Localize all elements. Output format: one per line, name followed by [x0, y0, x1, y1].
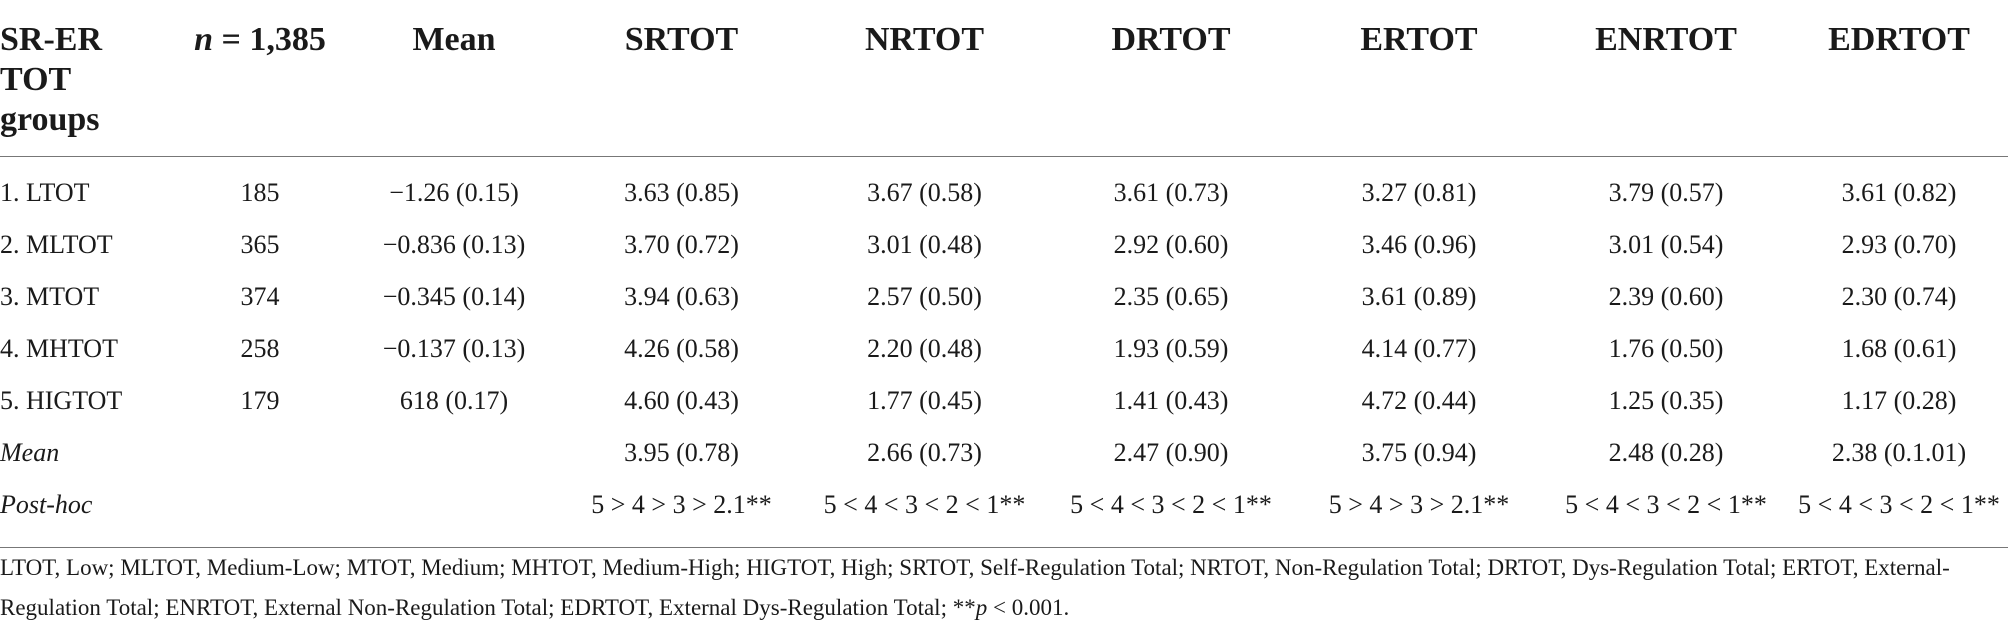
cell-drtot: 2.92 (0.60)	[1113, 230, 1229, 259]
table-row: 2. MLTOT 365 −0.836 (0.13) 3.70 (0.72) 3…	[0, 219, 2008, 271]
header-srtot: SRTOT	[624, 21, 739, 58]
posthoc-row-ertot: 5 > 4 > 3 > 2.1**	[1328, 490, 1510, 519]
cell-nrtot: 3.67 (0.58)	[867, 178, 982, 207]
header-nrtot: NRTOT	[864, 21, 985, 58]
mean-row-n-empty	[172, 427, 348, 479]
cell-mean: 618 (0.17)	[399, 386, 509, 415]
cell-drtot: 1.41 (0.43)	[1113, 386, 1229, 415]
cell-mean: −1.26 (0.15)	[389, 178, 519, 207]
cell-enrtot: 2.39 (0.60)	[1608, 282, 1724, 311]
footnote-text: LTOT, Low; MLTOT, Medium-Low; MTOT, Medi…	[0, 555, 1950, 620]
table-row: 1. LTOT 185 −1.26 (0.15) 3.63 (0.85) 3.6…	[0, 157, 2008, 220]
cell-enrtot: 1.76 (0.50)	[1608, 334, 1724, 363]
cell-group: 1. LTOT	[0, 178, 90, 207]
mean-row-enrtot: 2.48 (0.28)	[1608, 438, 1724, 467]
cell-edrtot: 1.17 (0.28)	[1841, 386, 1957, 415]
posthoc-row-edrtot: 5 < 4 < 3 < 2 < 1**	[1798, 490, 2000, 519]
cell-nrtot: 1.77 (0.45)	[867, 386, 982, 415]
cell-n: 179	[240, 386, 280, 415]
header-drtot: DRTOT	[1111, 21, 1231, 58]
cell-group: 4. MHTOT	[0, 334, 118, 363]
cell-enrtot: 3.01 (0.54)	[1608, 230, 1724, 259]
posthoc-row-enrtot: 5 < 4 < 3 < 2 < 1**	[1565, 490, 1767, 519]
header-n: n = 1,385	[194, 21, 326, 58]
cell-mean: −0.836 (0.13)	[382, 230, 526, 259]
cell-drtot: 2.35 (0.65)	[1113, 282, 1229, 311]
posthoc-row-label: Post-hoc	[0, 490, 93, 519]
header-enrtot: ENRTOT	[1595, 21, 1737, 58]
header-mean: Mean	[412, 21, 496, 58]
mean-row-edrtot: 2.38 (0.1.01)	[1831, 438, 1967, 467]
cell-srtot: 3.63 (0.85)	[624, 178, 739, 207]
cell-mean: −0.345 (0.14)	[382, 282, 526, 311]
posthoc-row-srtot: 5 > 4 > 3 > 2.1**	[591, 490, 772, 519]
cell-ertot: 3.61 (0.89)	[1361, 282, 1477, 311]
footnote-p-symbol: p	[975, 595, 988, 620]
posthoc-row-n-empty	[172, 479, 348, 548]
cell-edrtot: 2.93 (0.70)	[1841, 230, 1957, 259]
mean-row-nrtot: 2.66 (0.73)	[867, 438, 982, 467]
cell-group: 2. MLTOT	[0, 230, 113, 259]
mean-row-label: Mean	[0, 438, 60, 467]
cell-edrtot: 1.68 (0.61)	[1841, 334, 1957, 363]
posthoc-row: Post-hoc 5 > 4 > 3 > 2.1** 5 < 4 < 3 < 2…	[0, 479, 2008, 548]
table-row: 3. MTOT 374 −0.345 (0.14) 3.94 (0.63) 2.…	[0, 271, 2008, 323]
cell-ertot: 4.14 (0.77)	[1361, 334, 1477, 363]
header-group: SR-ER TOT groups	[0, 21, 103, 138]
cell-srtot: 4.60 (0.43)	[624, 386, 739, 415]
header-edrtot: EDRTOT	[1828, 21, 1970, 58]
cell-n: 258	[240, 334, 280, 363]
cell-drtot: 3.61 (0.73)	[1113, 178, 1229, 207]
posthoc-row-drtot: 5 < 4 < 3 < 2 < 1**	[1070, 490, 1272, 519]
cell-n: 185	[240, 178, 280, 207]
cell-ertot: 3.46 (0.96)	[1361, 230, 1477, 259]
mean-row-mean-empty	[348, 427, 560, 479]
cell-enrtot: 1.25 (0.35)	[1608, 386, 1724, 415]
mean-row-ertot: 3.75 (0.94)	[1361, 438, 1477, 467]
table-row: 4. MHTOT 258 −0.137 (0.13) 4.26 (0.58) 2…	[0, 323, 2008, 375]
cell-nrtot: 3.01 (0.48)	[867, 230, 982, 259]
cell-ertot: 4.72 (0.44)	[1361, 386, 1477, 415]
cell-srtot: 3.70 (0.72)	[624, 230, 739, 259]
footnote-p-value: < 0.001.	[987, 595, 1070, 620]
cell-group: 3. MTOT	[0, 282, 100, 311]
cell-enrtot: 3.79 (0.57)	[1608, 178, 1724, 207]
cell-nrtot: 2.57 (0.50)	[867, 282, 982, 311]
cell-n: 374	[240, 282, 280, 311]
header-row: SR-ER TOT groups n = 1,385 Mean SRTOT NR…	[0, 0, 2008, 157]
cell-n: 365	[240, 230, 280, 259]
cell-drtot: 1.93 (0.59)	[1113, 334, 1229, 363]
header-ertot: ERTOT	[1360, 21, 1478, 58]
table-footnote: LTOT, Low; MLTOT, Medium-Low; MTOT, Medi…	[0, 548, 2000, 628]
cell-srtot: 4.26 (0.58)	[624, 334, 739, 363]
cell-srtot: 3.94 (0.63)	[624, 282, 739, 311]
results-table: SR-ER TOT groups n = 1,385 Mean SRTOT NR…	[0, 0, 2008, 548]
mean-row: Mean 3.95 (0.78) 2.66 (0.73) 2.47 (0.90)…	[0, 427, 2008, 479]
cell-ertot: 3.27 (0.81)	[1361, 178, 1477, 207]
cell-nrtot: 2.20 (0.48)	[867, 334, 982, 363]
mean-row-srtot: 3.95 (0.78)	[624, 438, 739, 467]
posthoc-row-mean-empty	[348, 479, 560, 548]
mean-row-drtot: 2.47 (0.90)	[1113, 438, 1229, 467]
cell-edrtot: 3.61 (0.82)	[1841, 178, 1957, 207]
posthoc-row-nrtot: 5 < 4 < 3 < 2 < 1**	[823, 490, 1026, 519]
cell-mean: −0.137 (0.13)	[382, 334, 526, 363]
cell-edrtot: 2.30 (0.74)	[1841, 282, 1957, 311]
cell-group: 5. HIGTOT	[0, 386, 123, 415]
table-row: 5. HIGTOT 179 618 (0.17) 4.60 (0.43) 1.7…	[0, 375, 2008, 427]
